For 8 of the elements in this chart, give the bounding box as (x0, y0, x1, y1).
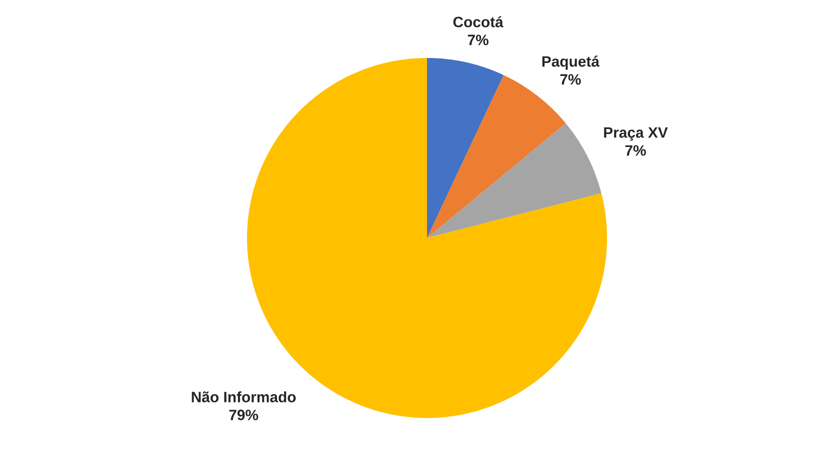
slice-label: Não Informado (192, 391, 296, 402)
slice-label: Cocotá (453, 16, 504, 28)
data-label: 79% (229, 410, 258, 420)
data-label: 7% (468, 34, 488, 46)
slice-label: Praça XV (604, 127, 668, 141)
data-label: 7% (625, 145, 646, 156)
slice-label: Paquetá (542, 56, 600, 70)
data-label: 7% (560, 74, 581, 85)
